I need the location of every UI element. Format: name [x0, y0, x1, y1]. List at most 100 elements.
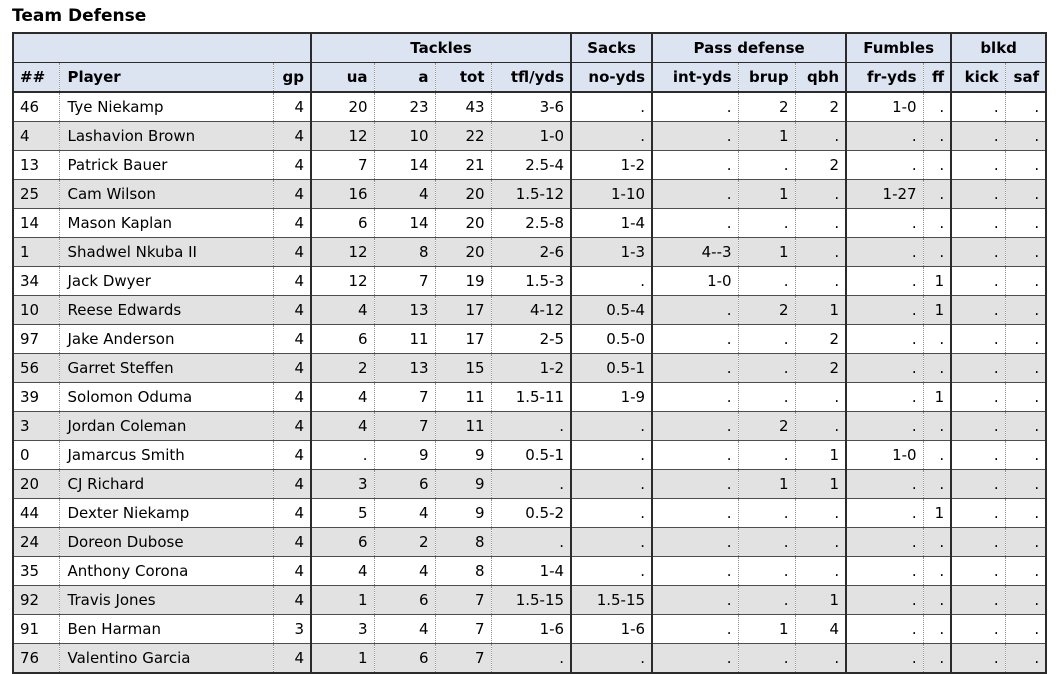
cell-player: Jake Anderson [59, 324, 274, 354]
cell-a: 7 [374, 411, 436, 441]
cell-saf: . [1005, 382, 1047, 412]
cell-tfl-yds: 1-4 [491, 556, 573, 586]
cell-saf: . [1005, 237, 1047, 267]
cell-tfl-yds: 2-5 [491, 324, 573, 354]
cell-ff: . [923, 643, 953, 673]
cell-tot: 20 [435, 208, 492, 238]
cell-fr-yds: . [846, 295, 924, 325]
col-header-fr-yds: fr-yds [846, 62, 924, 93]
cell-brup: 1 [738, 179, 796, 209]
cell-saf: . [1005, 324, 1047, 354]
cell-tfl-yds: 2.5-8 [491, 208, 573, 238]
cell-no-yds: 1-2 [571, 150, 654, 180]
cell-ff: . [923, 411, 953, 441]
cell-int-yds: . [652, 498, 739, 528]
cell-fr-yds: . [846, 266, 924, 296]
cell-brup: . [738, 324, 796, 354]
cell-brup: . [738, 498, 796, 528]
cell-no-yds: 1-10 [571, 179, 654, 209]
cell-jersey: 34 [13, 266, 60, 296]
col-header-kick: kick [951, 62, 1006, 93]
cell-kick: . [951, 614, 1006, 644]
cell-fr-yds: 1-0 [846, 440, 924, 470]
cell-player: Anthony Corona [59, 556, 274, 586]
cell-tot: 15 [435, 353, 492, 383]
cell-ua: 20 [311, 91, 375, 122]
cell-player: Cam Wilson [59, 179, 274, 209]
cell-tot: 11 [435, 382, 492, 412]
cell-ff: 1 [923, 266, 953, 296]
cell-a: 10 [374, 121, 436, 151]
cell-ua: 6 [311, 324, 375, 354]
cell-qbh: 1 [795, 469, 848, 499]
cell-jersey: 76 [13, 643, 60, 673]
cell-saf: . [1005, 527, 1047, 557]
cell-kick: . [951, 353, 1006, 383]
cell-jersey: 0 [13, 440, 60, 470]
cell-a: 23 [374, 91, 436, 122]
cell-tot: 8 [435, 527, 492, 557]
page-title: Team Defense [12, 6, 147, 26]
cell-player: Garret Steffen [59, 353, 274, 383]
table-row: 34 Jack Dwyer 4 12 7 19 1.5-3. 1-0... 1.. [13, 266, 1047, 296]
cell-player: Patrick Bauer [59, 150, 274, 180]
cell-int-yds: . [652, 150, 739, 180]
cell-ff: . [923, 208, 953, 238]
cell-kick: . [951, 585, 1006, 615]
col-header-player: Player [59, 62, 274, 93]
col-header-saf: saf [1005, 62, 1047, 93]
cell-player: Travis Jones [59, 585, 274, 615]
cell-int-yds: . [652, 440, 739, 470]
cell-a: 8 [374, 237, 436, 267]
cell-kick: . [951, 382, 1006, 412]
cell-player: Doreon Dubose [59, 527, 274, 557]
cell-saf: . [1005, 469, 1047, 499]
cell-gp: 4 [273, 324, 313, 354]
cell-tfl-yds: 0.5-1 [491, 440, 573, 470]
cell-qbh: . [795, 121, 848, 151]
table-row: 13 Patrick Bauer 4 7 14 21 2.5-4 1-2.. 2.... [13, 150, 1047, 180]
cell-a: 13 [374, 353, 436, 383]
cell-no-yds: 0.5-4 [571, 295, 654, 325]
cell-ff: . [923, 585, 953, 615]
cell-brup: 1 [738, 121, 796, 151]
cell-jersey: 3 [13, 411, 60, 441]
cell-int-yds: . [652, 469, 739, 499]
cell-jersey: 20 [13, 469, 60, 499]
cell-kick: . [951, 527, 1006, 557]
cell-a: 9 [374, 440, 436, 470]
cell-int-yds: . [652, 556, 739, 586]
cell-qbh: 1 [795, 295, 848, 325]
cell-int-yds: . [652, 179, 739, 209]
cell-ua: 12 [311, 237, 375, 267]
cell-tfl-yds: 0.5-2 [491, 498, 573, 528]
cell-tfl-yds: 1-6 [491, 614, 573, 644]
cell-kick: . [951, 556, 1006, 586]
table-row: 39 Solomon Oduma 4 4 7 11 1.5-11 1-9.... 1.. [13, 382, 1047, 412]
cell-gp: 4 [273, 469, 313, 499]
cell-no-yds: . [571, 527, 654, 557]
cell-int-yds: . [652, 527, 739, 557]
cell-brup: 1 [738, 237, 796, 267]
cell-tot: 17 [435, 324, 492, 354]
cell-int-yds: . [652, 121, 739, 151]
col-header-no-yds: no-yds [571, 62, 654, 93]
cell-player: Ben Harman [59, 614, 274, 644]
cell-ff: . [923, 324, 953, 354]
cell-gp: 4 [273, 179, 313, 209]
cell-no-yds: . [571, 469, 654, 499]
table-row: 76 Valentino Garcia 4 1 6 7......... [13, 643, 1047, 673]
cell-player: Jordan Coleman [59, 411, 274, 441]
cell-fr-yds: . [846, 498, 924, 528]
cell-ua: 1 [311, 643, 375, 673]
cell-gp: 4 [273, 150, 313, 180]
cell-qbh: . [795, 411, 848, 441]
cell-no-yds: . [571, 556, 654, 586]
cell-qbh: 2 [795, 353, 848, 383]
cell-ff: . [923, 150, 953, 180]
column-header-row: ## Player gp ua a tot tfl/yds no-yds int-yds brup… [13, 62, 1047, 93]
cell-fr-yds: . [846, 353, 924, 383]
cell-brup: . [738, 150, 796, 180]
cell-jersey: 46 [13, 91, 60, 122]
